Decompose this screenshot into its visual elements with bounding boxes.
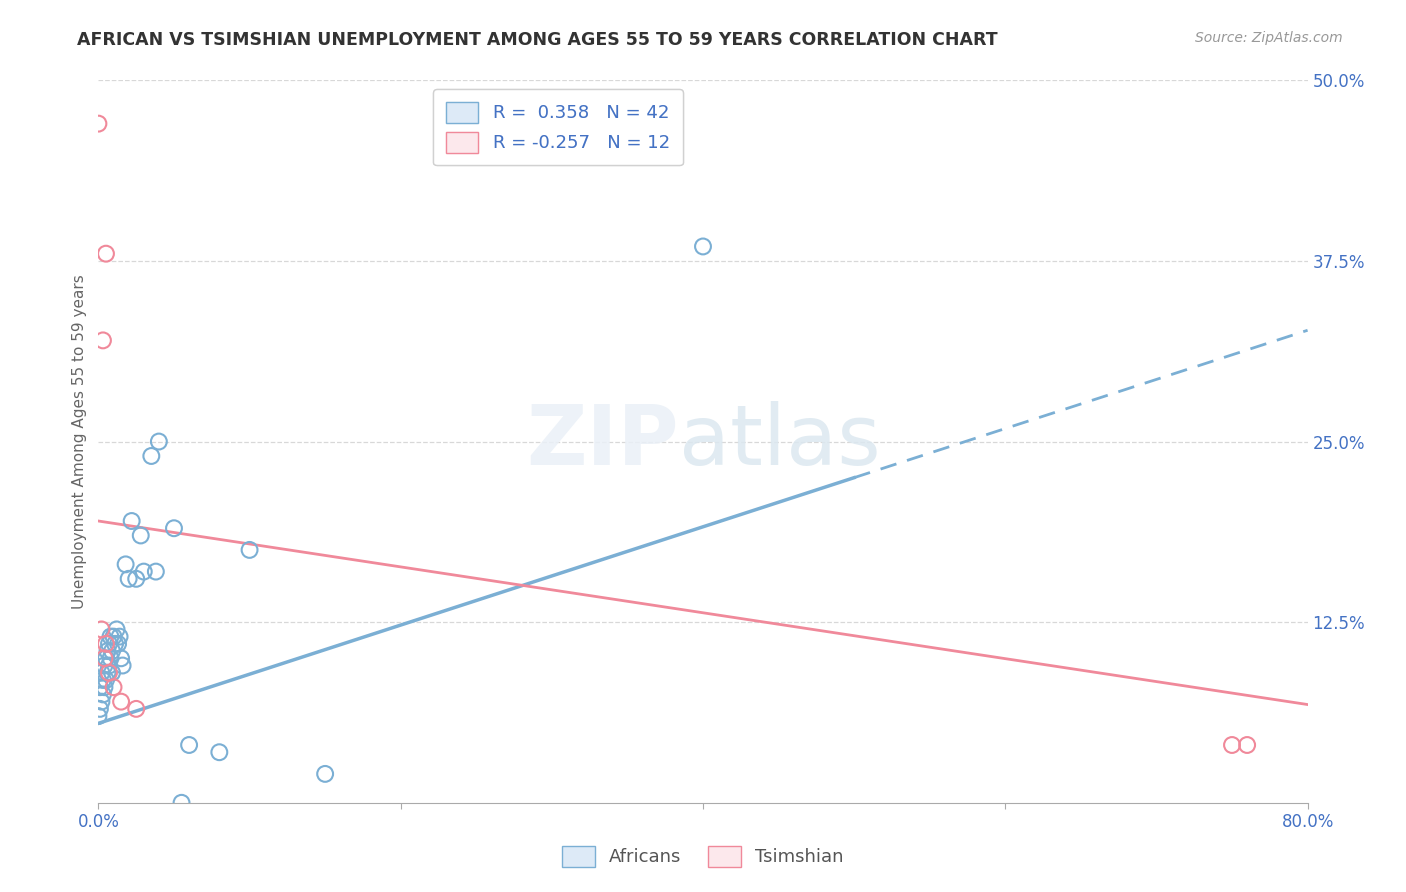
Point bbox=[94, 246, 117, 260]
Point bbox=[103, 630, 125, 644]
Point bbox=[110, 695, 132, 709]
Point bbox=[170, 796, 193, 810]
Point bbox=[93, 658, 115, 673]
Point bbox=[96, 665, 118, 680]
Point bbox=[98, 665, 121, 680]
Point bbox=[111, 658, 134, 673]
Point bbox=[87, 709, 110, 723]
Point bbox=[96, 644, 118, 658]
Text: atlas: atlas bbox=[679, 401, 880, 482]
Point bbox=[101, 665, 124, 680]
Point bbox=[1220, 738, 1243, 752]
Legend: R =  0.358   N = 42, R = -0.257   N = 12: R = 0.358 N = 42, R = -0.257 N = 12 bbox=[433, 89, 682, 165]
Point bbox=[110, 651, 132, 665]
Point bbox=[114, 558, 136, 572]
Text: ZIP: ZIP bbox=[526, 401, 679, 482]
Point bbox=[90, 623, 112, 637]
Point bbox=[105, 623, 128, 637]
Y-axis label: Unemployment Among Ages 55 to 59 years: Unemployment Among Ages 55 to 59 years bbox=[72, 274, 87, 609]
Point bbox=[314, 767, 336, 781]
Legend: Africans, Tsimshian: Africans, Tsimshian bbox=[555, 838, 851, 874]
Point bbox=[93, 651, 115, 665]
Point bbox=[129, 528, 152, 542]
Text: AFRICAN VS TSIMSHIAN UNEMPLOYMENT AMONG AGES 55 TO 59 YEARS CORRELATION CHART: AFRICAN VS TSIMSHIAN UNEMPLOYMENT AMONG … bbox=[77, 31, 998, 49]
Point bbox=[145, 565, 167, 579]
Point bbox=[101, 644, 124, 658]
Point bbox=[179, 738, 201, 752]
Point bbox=[91, 334, 114, 348]
Point bbox=[98, 637, 121, 651]
Point bbox=[125, 572, 148, 586]
Point bbox=[94, 651, 117, 665]
Point bbox=[141, 449, 163, 463]
Point bbox=[90, 695, 112, 709]
Point bbox=[94, 637, 117, 651]
Point bbox=[89, 702, 111, 716]
Point bbox=[100, 651, 122, 665]
Point bbox=[107, 637, 129, 651]
Point bbox=[692, 239, 714, 253]
Point bbox=[121, 514, 143, 528]
Text: Source: ZipAtlas.com: Source: ZipAtlas.com bbox=[1195, 31, 1343, 45]
Point bbox=[91, 673, 114, 687]
Point bbox=[132, 565, 155, 579]
Point bbox=[98, 658, 121, 673]
Point bbox=[148, 434, 170, 449]
Point bbox=[239, 542, 262, 557]
Point bbox=[87, 117, 110, 131]
Point bbox=[108, 630, 131, 644]
Point bbox=[93, 680, 115, 694]
Point bbox=[118, 572, 141, 586]
Point bbox=[103, 680, 125, 694]
Point bbox=[100, 630, 122, 644]
Point bbox=[163, 521, 186, 535]
Point bbox=[90, 665, 112, 680]
Point bbox=[89, 680, 111, 694]
Point bbox=[104, 637, 127, 651]
Point bbox=[125, 702, 148, 716]
Point bbox=[91, 687, 114, 701]
Point bbox=[1236, 738, 1258, 752]
Point bbox=[94, 673, 117, 687]
Point bbox=[208, 745, 231, 759]
